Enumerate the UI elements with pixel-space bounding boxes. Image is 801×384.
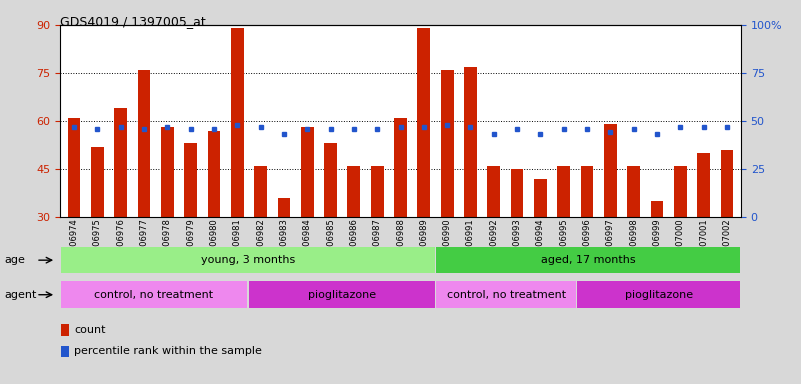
Bar — [91, 147, 104, 313]
Bar — [115, 108, 127, 313]
Text: age: age — [4, 255, 25, 265]
Bar — [301, 127, 314, 313]
Bar — [371, 166, 384, 313]
Bar — [277, 198, 290, 313]
Bar — [324, 143, 337, 313]
Bar — [464, 66, 477, 313]
FancyBboxPatch shape — [61, 247, 435, 273]
Bar — [61, 346, 70, 357]
Text: pioglitazone: pioglitazone — [308, 290, 376, 300]
FancyBboxPatch shape — [248, 281, 435, 308]
Text: percentile rank within the sample: percentile rank within the sample — [74, 346, 263, 356]
Bar — [417, 28, 430, 313]
Bar — [511, 169, 524, 313]
Bar — [184, 143, 197, 313]
Bar — [674, 166, 686, 313]
Text: control, no treatment: control, no treatment — [447, 290, 566, 300]
Bar — [61, 324, 70, 336]
Bar — [394, 118, 407, 313]
FancyBboxPatch shape — [437, 247, 740, 273]
Bar — [650, 201, 663, 313]
Bar — [557, 166, 570, 313]
Text: aged, 17 months: aged, 17 months — [541, 255, 636, 265]
Bar — [254, 166, 267, 313]
Bar — [207, 131, 220, 313]
Bar — [441, 70, 453, 313]
Bar — [697, 153, 710, 313]
Bar — [138, 70, 151, 313]
Bar — [534, 179, 547, 313]
Bar — [581, 166, 594, 313]
Text: GDS4019 / 1397005_at: GDS4019 / 1397005_at — [60, 15, 206, 28]
Text: agent: agent — [4, 290, 36, 300]
Bar — [161, 127, 174, 313]
Text: pioglitazone: pioglitazone — [625, 290, 693, 300]
Bar — [67, 118, 80, 313]
Bar — [487, 166, 500, 313]
Text: control, no treatment: control, no treatment — [95, 290, 214, 300]
Text: young, 3 months: young, 3 months — [201, 255, 295, 265]
FancyBboxPatch shape — [578, 281, 740, 308]
Bar — [231, 28, 244, 313]
Bar — [348, 166, 360, 313]
Bar — [721, 150, 734, 313]
Bar — [627, 166, 640, 313]
FancyBboxPatch shape — [437, 281, 576, 308]
FancyBboxPatch shape — [61, 281, 248, 308]
Text: count: count — [74, 325, 106, 335]
Bar — [604, 124, 617, 313]
